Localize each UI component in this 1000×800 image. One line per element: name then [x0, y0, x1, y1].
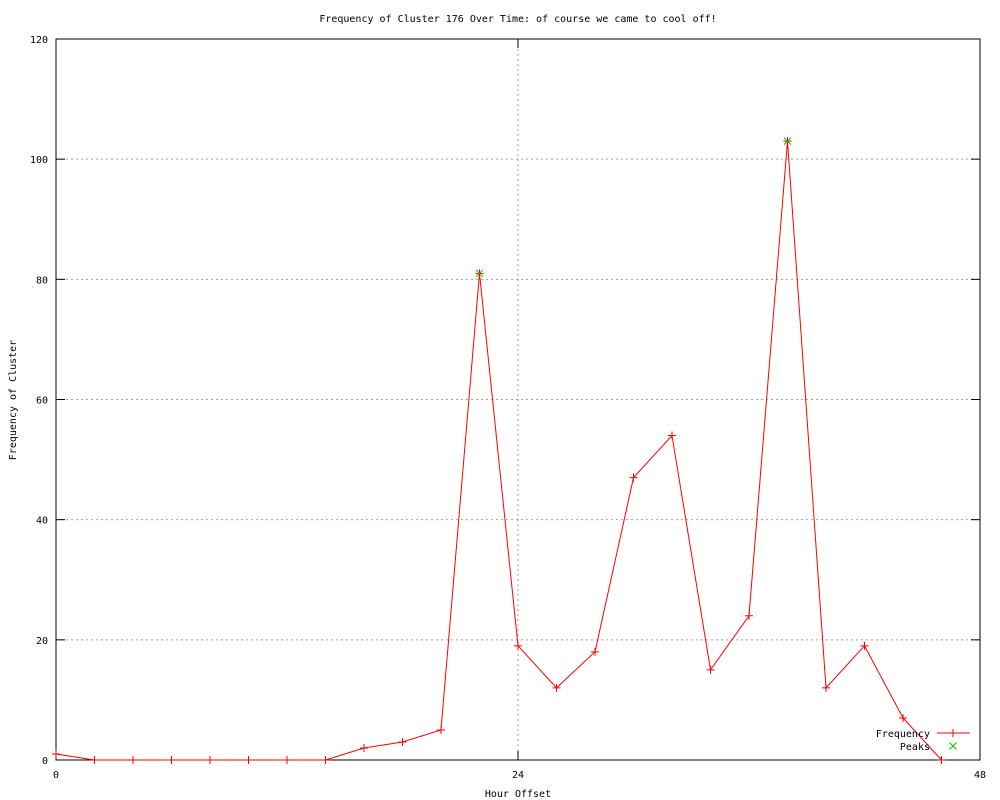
data-point [706, 665, 715, 674]
data-point [937, 756, 946, 764]
data-point [629, 473, 638, 482]
legend-marker [949, 742, 957, 750]
data-point [822, 683, 830, 692]
peak-point [783, 137, 792, 145]
data-point [360, 743, 368, 752]
y-tick-label: 100 [30, 155, 48, 166]
data-point [899, 713, 907, 722]
y-tick-label: 0 [42, 756, 48, 767]
y-tick-label: 80 [36, 275, 48, 286]
legend-label: Peaks [900, 742, 930, 753]
x-axis-label: Hour Offset [485, 789, 551, 800]
series-line-frequency [55, 141, 942, 761]
data-point [745, 611, 753, 620]
y-axis-label: Frequency of Cluster [8, 340, 19, 460]
legend-label: Frequency [876, 729, 930, 740]
data-point [437, 725, 445, 734]
grid [56, 39, 980, 760]
x-tick-label: 0 [53, 770, 59, 781]
data-point [321, 756, 330, 764]
chart-title: Frequency of Cluster 176 Over Time: of c… [319, 14, 716, 25]
x-tick-label: 24 [512, 770, 524, 781]
data-point [129, 756, 137, 764]
legend: Frequency Peaks [876, 729, 970, 753]
y-tick-label: 40 [36, 516, 48, 527]
data-point [52, 749, 60, 758]
axis-ticks: 0 20 40 60 80 100 120 0 24 48 [30, 35, 986, 781]
data-point [668, 431, 676, 440]
data-point [591, 647, 599, 656]
peak-point [475, 269, 484, 278]
data-point [860, 641, 869, 650]
y-tick-label: 20 [36, 636, 48, 647]
data-point [244, 756, 253, 764]
data-point [398, 737, 407, 746]
data-point [167, 756, 176, 764]
series-layer [52, 137, 946, 764]
data-point [283, 756, 291, 764]
x-tick-label: 48 [974, 770, 986, 781]
data-point [514, 641, 522, 650]
data-point [206, 756, 214, 764]
data-point [90, 756, 99, 764]
plot-frame [55, 38, 981, 761]
y-tick-label: 60 [36, 396, 48, 407]
legend-marker [949, 729, 957, 737]
data-point [552, 683, 561, 692]
y-tick-label: 120 [30, 35, 48, 46]
